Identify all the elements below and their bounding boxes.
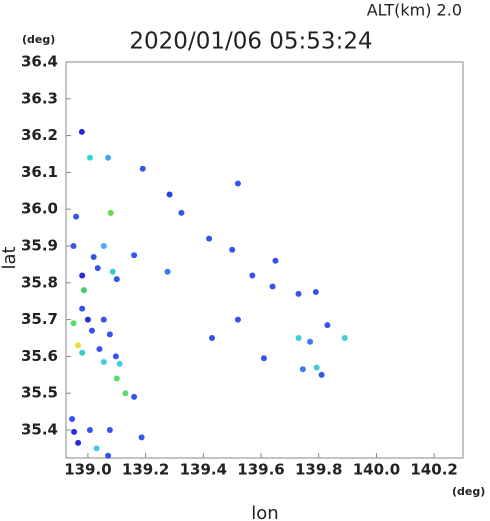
echo-cell — [100, 358, 107, 365]
echo-cell — [113, 375, 120, 382]
echo-cell — [80, 287, 87, 294]
y-tick-label: 35.6 — [21, 347, 58, 365]
altitude-label: ALT(km) 2.0 — [367, 1, 462, 20]
x-tick-label: 139.6 — [237, 461, 284, 479]
echo-cell — [272, 257, 279, 264]
echo-cell — [112, 353, 119, 360]
echo-cell — [88, 327, 95, 334]
echo-cell — [84, 316, 91, 323]
echo-cell — [312, 289, 319, 296]
echo-cell — [105, 154, 112, 161]
echo-cell — [113, 276, 120, 283]
y-unit: (deg) — [22, 33, 55, 46]
y-tick-label: 35.7 — [21, 310, 58, 328]
y-tick-label: 36.4 — [21, 53, 58, 71]
echo-cell — [75, 439, 82, 446]
echo-cell — [73, 213, 80, 220]
echo-cell — [79, 272, 86, 279]
echo-cell — [100, 316, 107, 323]
x-tick-label: 140.0 — [353, 461, 400, 479]
echo-cell — [79, 349, 86, 356]
echo-cell — [78, 128, 85, 135]
echo-cell — [75, 342, 82, 349]
echo-cell — [90, 254, 97, 261]
chart-title: 2020/01/06 05:53:24 — [129, 29, 372, 55]
echo-cell — [79, 305, 86, 312]
echo-cell — [116, 360, 123, 367]
echo-cell — [86, 427, 93, 434]
echo-cell — [341, 335, 348, 342]
echo-cell — [100, 243, 107, 250]
echo-cell — [249, 272, 256, 279]
echo-cell — [208, 335, 215, 342]
echo-cell — [131, 393, 138, 400]
echo-cell — [70, 243, 77, 250]
echo-cell — [234, 180, 241, 187]
echo-cell — [106, 427, 113, 434]
y-tick-label: 36.1 — [21, 163, 58, 181]
y-tick-label: 35.8 — [21, 273, 58, 291]
echo-cell — [105, 452, 112, 459]
echo-cell — [109, 268, 116, 275]
y-tick-label: 36.0 — [21, 200, 58, 218]
echo-cell — [313, 364, 320, 371]
echo-cell — [122, 390, 129, 397]
echo-cell — [96, 346, 103, 353]
echo-cell — [295, 335, 302, 342]
echo-cell — [69, 415, 76, 422]
echo-cell — [269, 283, 276, 290]
echo-cell — [107, 209, 114, 216]
echo-cell — [94, 265, 101, 272]
echo-cell — [138, 434, 145, 441]
y-tick-label: 36.3 — [21, 89, 58, 107]
x-tick-label: 139.4 — [180, 461, 227, 479]
echo-cell — [178, 209, 185, 216]
x-tick-label: 139.2 — [122, 461, 169, 479]
echo-cell — [295, 290, 302, 297]
x-unit: (deg) — [452, 485, 485, 498]
echo-cell — [166, 191, 173, 198]
echo-cell — [86, 154, 93, 161]
echo-cell — [71, 428, 78, 435]
echo-cell — [318, 371, 325, 378]
echo-cell — [307, 338, 314, 345]
x-tick-label: 140.2 — [410, 461, 457, 479]
echo-cell — [164, 268, 171, 275]
plot-frame — [65, 61, 464, 459]
y-tick-label: 35.9 — [21, 237, 58, 255]
echo-cell — [229, 246, 236, 253]
echo-cell — [93, 445, 100, 452]
echo-cell — [206, 235, 213, 242]
echo-cell — [106, 331, 113, 338]
y-axis-label: lat — [0, 246, 20, 269]
echo-cell — [70, 320, 77, 327]
x-axis-label: lon — [251, 503, 278, 521]
echo-cell — [260, 355, 267, 362]
y-tick-label: 36.2 — [21, 126, 58, 144]
echo-cell — [299, 366, 306, 373]
x-tick-label: 139.8 — [295, 461, 342, 479]
y-tick-label: 35.4 — [21, 421, 58, 439]
y-tick-label: 35.5 — [21, 384, 58, 402]
echo-cell — [234, 316, 241, 323]
echo-cell — [131, 252, 138, 259]
x-tick-label: 139.0 — [64, 461, 111, 479]
echo-cell — [324, 322, 331, 329]
echo-cell — [139, 165, 146, 172]
